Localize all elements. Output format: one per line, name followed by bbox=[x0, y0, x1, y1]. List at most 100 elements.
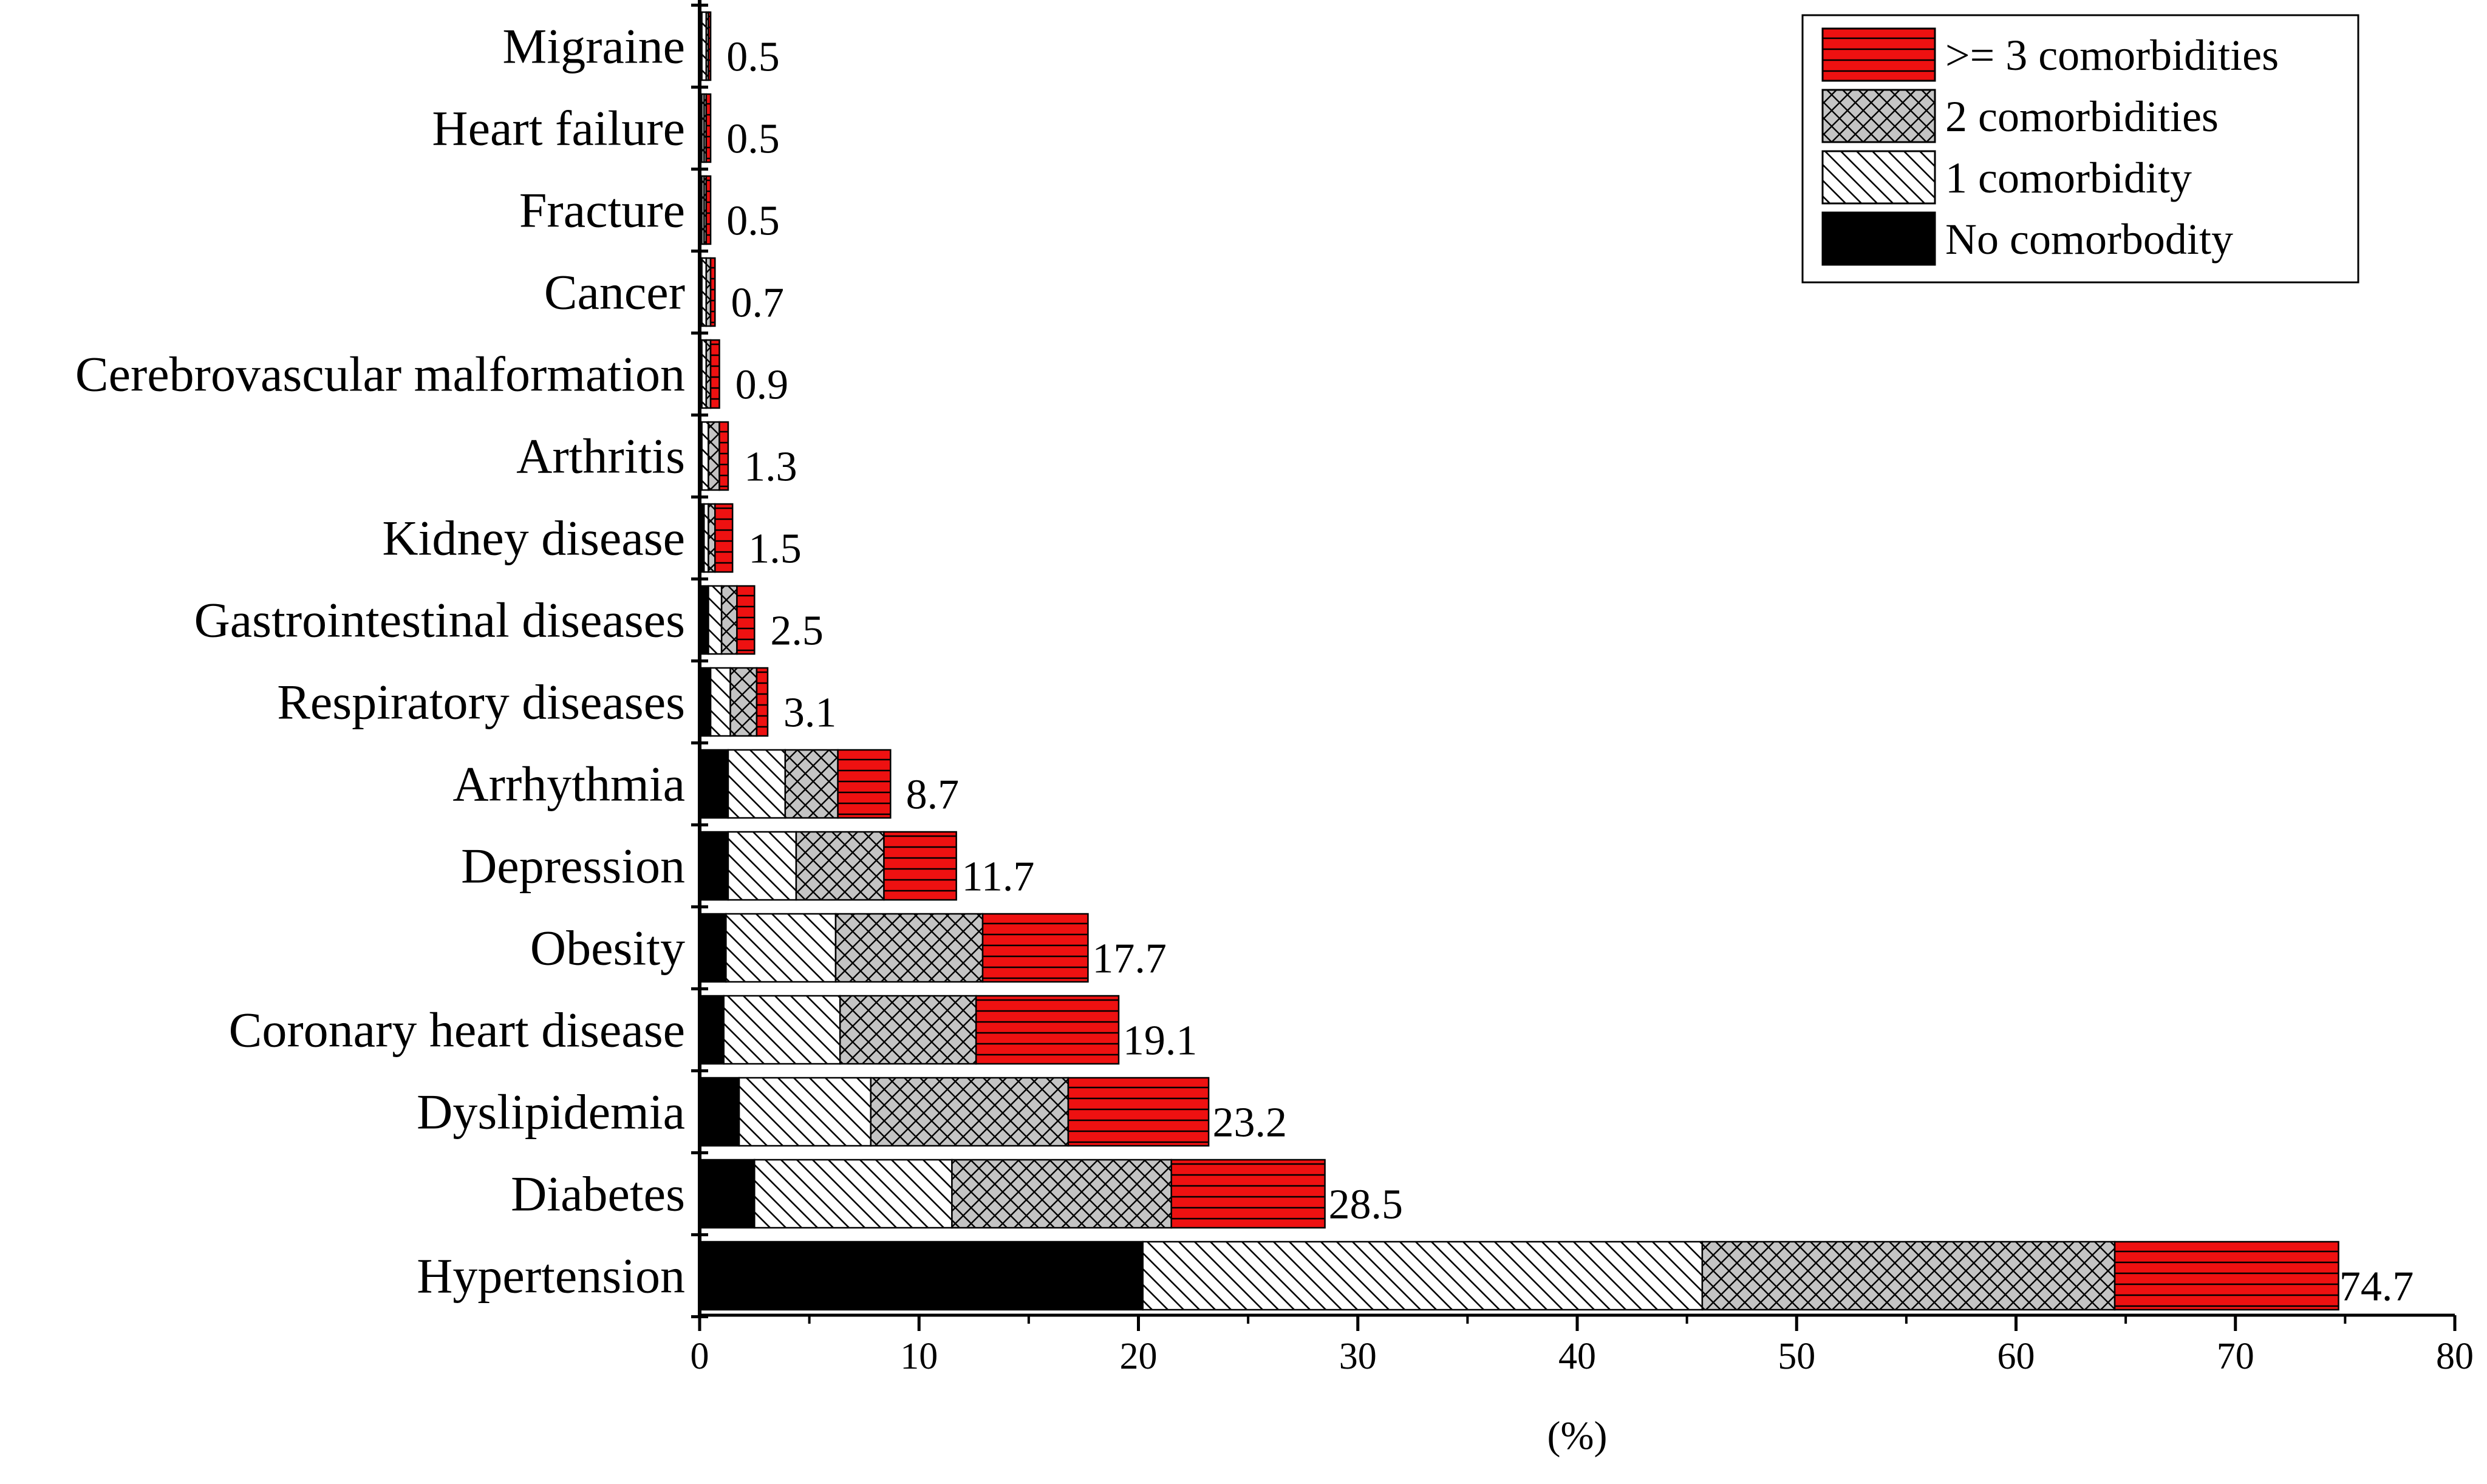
bar-row-dyslipidemia: Dyslipidemia 23.2 bbox=[417, 1077, 1287, 1147]
legend-label: No comorbodity bbox=[1945, 215, 2233, 264]
bar-row-obesity: Obesity 17.7 bbox=[530, 913, 1167, 983]
x-tick-label: 80 bbox=[2436, 1336, 2474, 1377]
bar-segment-1-comorbidity bbox=[708, 585, 723, 655]
bar-segment-2-comorbidities bbox=[708, 421, 720, 491]
bar-segment-2-comorbidities bbox=[1701, 1241, 2116, 1311]
bar-row-cancer: Cancer 0.7 bbox=[544, 257, 784, 327]
total-value-label: 17.7 bbox=[1092, 936, 1167, 982]
x-tick-label: 70 bbox=[2217, 1336, 2254, 1377]
bar-segment-no-comorbodity bbox=[698, 749, 729, 819]
bar-segment-2-comorbidities bbox=[834, 913, 984, 983]
x-tick-label: 30 bbox=[1339, 1336, 1377, 1377]
total-value-label: 0.5 bbox=[726, 116, 780, 163]
bar-segment-2-comorbidities bbox=[795, 831, 885, 901]
x-axis-title: (%) bbox=[1547, 1414, 1608, 1458]
x-tick-label: 10 bbox=[900, 1336, 938, 1377]
legend-label: 2 comorbidities bbox=[1945, 92, 2219, 141]
bar-row-fracture: Fracture 0.5 bbox=[519, 175, 780, 245]
category-label: Migraine bbox=[502, 19, 685, 74]
bar-segment-no-comorbodity bbox=[698, 1241, 1144, 1311]
total-value-label: 3.1 bbox=[783, 690, 837, 737]
total-value-label: 1.5 bbox=[748, 526, 802, 573]
plot-area: Hypertension 74.7 Diabetes 28.5 Dyslipidemia… bbox=[75, 11, 2414, 1311]
category-label: Respiratory diseases bbox=[277, 675, 685, 730]
total-value-label: 0.5 bbox=[726, 198, 780, 245]
category-label: Depression bbox=[461, 839, 685, 894]
category-label: Cancer bbox=[544, 265, 685, 320]
total-value-label: 19.1 bbox=[1123, 1018, 1198, 1064]
x-tick-label: 60 bbox=[1997, 1336, 2035, 1377]
bar-row-cerebrovascular-malformation: Cerebrovascular malformation 0.9 bbox=[75, 339, 788, 409]
legend-item-gte-3-comorbidities: >= 3 comorbidities bbox=[1821, 27, 2279, 82]
bar-segment-1-comorbidity bbox=[723, 995, 841, 1065]
x-tick-label: 50 bbox=[1778, 1336, 1815, 1377]
x-axis: 0 10 20 30 40 50 60 70 80 (%) bbox=[691, 0, 2474, 1458]
bar-segment-no-comorbodity bbox=[698, 831, 729, 901]
total-value-label: 11.7 bbox=[962, 854, 1035, 900]
bar-segment-gte-3-comorbidities bbox=[714, 503, 734, 573]
legend-item-no-comorbodity: No comorbodity bbox=[1821, 211, 2233, 266]
bar-segment-2-comorbidities bbox=[951, 1159, 1172, 1229]
total-value-label: 8.7 bbox=[906, 772, 960, 819]
bar-segment-gte-3-comorbidities bbox=[708, 11, 712, 81]
category-label: Coronary heart disease bbox=[229, 1002, 685, 1058]
total-value-label: 74.7 bbox=[2339, 1264, 2414, 1310]
category-label: Arthritis bbox=[516, 429, 685, 484]
total-value-label: 0.5 bbox=[726, 34, 780, 81]
bar-segment-2-comorbidities bbox=[784, 749, 839, 819]
bar-segment-no-comorbodity bbox=[698, 1159, 756, 1229]
bar-segment-1-comorbidity bbox=[1142, 1241, 1704, 1311]
category-label: Dyslipidemia bbox=[417, 1084, 685, 1140]
category-label: Kidney disease bbox=[382, 511, 685, 566]
bar-segment-2-comorbidities bbox=[720, 585, 738, 655]
bar-segment-gte-3-comorbidities bbox=[837, 749, 892, 819]
bar-segment-1-comorbidity bbox=[754, 1159, 953, 1229]
bar-segment-gte-3-comorbidities bbox=[1170, 1159, 1326, 1229]
bar-row-migraine: Migraine 0.5 bbox=[502, 11, 780, 81]
bar-segment-1-comorbidity bbox=[727, 831, 797, 901]
category-label: Gastrointestinal diseases bbox=[194, 593, 685, 648]
bar-segment-1-comorbidity bbox=[709, 667, 731, 737]
legend-swatch bbox=[1821, 89, 1936, 143]
total-value-label: 0.7 bbox=[731, 280, 784, 327]
x-tick-label: 20 bbox=[1120, 1336, 1158, 1377]
bar-segment-gte-3-comorbidities bbox=[709, 257, 716, 327]
bar-segment-gte-3-comorbidities bbox=[883, 831, 957, 901]
total-value-label: 2.5 bbox=[770, 608, 824, 655]
bar-segment-gte-3-comorbidities bbox=[709, 339, 720, 409]
bar-row-respiratory-diseases: Respiratory diseases 3.1 bbox=[277, 667, 837, 737]
bar-row-kidney-disease: Kidney disease 1.5 bbox=[382, 503, 802, 573]
legend-swatch bbox=[1821, 211, 1936, 266]
legend-item-1-comorbidity: 1 comorbidity bbox=[1821, 150, 2192, 205]
bar-segment-2-comorbidities bbox=[870, 1077, 1070, 1147]
legend: >= 3 comorbidities 2 comorbidities 1 comor… bbox=[1801, 14, 2359, 284]
bar-segment-1-comorbidity bbox=[701, 421, 709, 491]
bar-row-arrhythmia: Arrhythmia 8.7 bbox=[452, 749, 960, 819]
bar-segment-2-comorbidities bbox=[839, 995, 977, 1065]
bar-row-depression: Depression 11.7 bbox=[461, 831, 1035, 901]
bar-segment-1-comorbidity bbox=[727, 749, 786, 819]
bar-segment-gte-3-comorbidities bbox=[736, 585, 756, 655]
legend-label: >= 3 comorbidities bbox=[1945, 31, 2279, 80]
legend-swatch bbox=[1821, 150, 1936, 205]
x-tick-label: 40 bbox=[1558, 1336, 1596, 1377]
bar-row-hypertension: Hypertension 74.7 bbox=[417, 1241, 2414, 1311]
total-value-label: 1.3 bbox=[744, 444, 797, 491]
category-label: Arrhythmia bbox=[452, 757, 685, 812]
bar-segment-gte-3-comorbidities bbox=[1067, 1077, 1210, 1147]
bar-row-heart-failure: Heart failure 0.5 bbox=[432, 93, 780, 163]
bar-segment-no-comorbodity bbox=[698, 913, 727, 983]
bar-segment-1-comorbidity bbox=[725, 913, 837, 983]
bar-segment-gte-3-comorbidities bbox=[981, 913, 1089, 983]
category-label: Diabetes bbox=[511, 1166, 685, 1222]
bar-segment-gte-3-comorbidities bbox=[975, 995, 1120, 1065]
bar-segment-no-comorbodity bbox=[698, 995, 725, 1065]
bar-segment-no-comorbodity bbox=[698, 1077, 740, 1147]
bar-segment-gte-3-comorbidities bbox=[718, 421, 729, 491]
bar-row-gastrointestinal-diseases: Gastrointestinal diseases 2.5 bbox=[194, 585, 824, 655]
bar-segment-gte-3-comorbidities bbox=[705, 175, 712, 245]
category-label: Cerebrovascular malformation bbox=[75, 347, 685, 402]
legend-label: 1 comorbidity bbox=[1945, 154, 2192, 202]
bar-segment-2-comorbidities bbox=[729, 667, 758, 737]
